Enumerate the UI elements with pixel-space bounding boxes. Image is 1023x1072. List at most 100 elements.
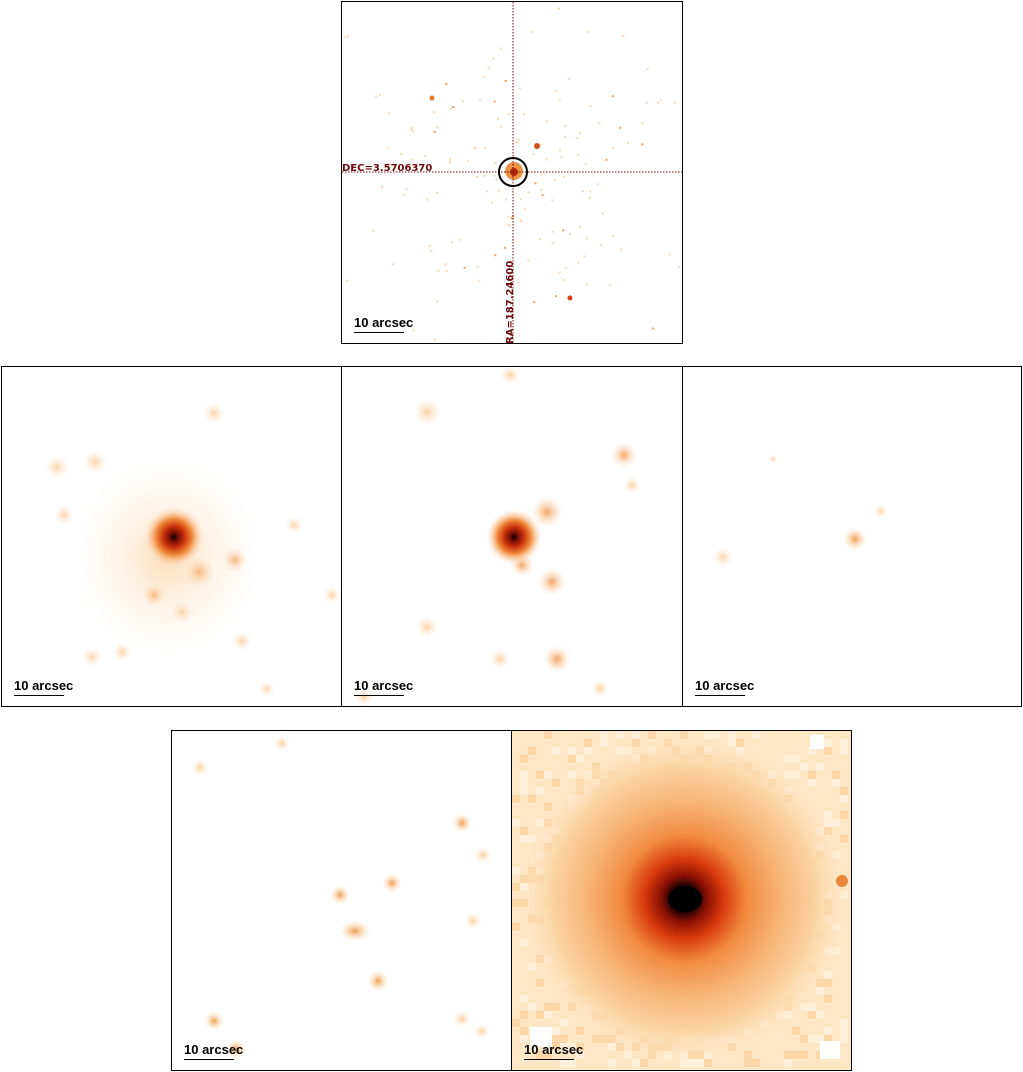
noise-pixel xyxy=(474,146,477,149)
noise-pixel xyxy=(491,201,494,204)
scale-bar-label: 10 arcsec xyxy=(524,1041,584,1057)
grid-pixel xyxy=(832,819,840,827)
noise-pixel xyxy=(558,98,561,101)
noise-pixel xyxy=(494,162,497,165)
grid-pixel xyxy=(752,731,760,739)
noise-pixel xyxy=(515,141,518,144)
noise-pixel xyxy=(540,143,542,146)
grid-pixel xyxy=(544,771,552,779)
noise-pixel xyxy=(412,130,414,133)
noise-pixel xyxy=(551,199,554,202)
noise-pixel xyxy=(579,132,582,134)
noise-pixel xyxy=(476,176,479,178)
grid-pixel xyxy=(512,867,520,875)
bottom-panel-1: 10 arcsec xyxy=(171,730,512,1071)
grid-pixel xyxy=(552,747,560,755)
noise-pixel xyxy=(612,235,615,238)
noise-pixel xyxy=(478,279,481,282)
scale-bar-label: 10 arcsec xyxy=(695,677,755,693)
noise-pixel xyxy=(510,217,513,220)
noise-pixel xyxy=(448,158,451,161)
noise-pixel xyxy=(611,147,614,150)
noise-pixel xyxy=(577,153,580,156)
grid-pixel xyxy=(616,731,624,739)
noise-pixel xyxy=(392,263,394,266)
grid-pixel xyxy=(824,1035,832,1043)
noise-pixel xyxy=(433,130,436,133)
grid-pixel xyxy=(520,787,528,795)
noise-pixel xyxy=(600,244,603,247)
grid-pixel xyxy=(824,1027,832,1035)
noise-pixel xyxy=(504,80,507,82)
grid-pixel xyxy=(824,979,832,987)
grid-pixel xyxy=(576,1043,584,1051)
noise-pixel xyxy=(507,113,510,116)
noise-pixel xyxy=(433,111,435,114)
noise-pixel xyxy=(467,160,470,163)
noise-pixel xyxy=(494,254,497,257)
noise-pixel xyxy=(487,67,490,70)
grid-pixel xyxy=(560,1059,568,1067)
noise-pixel xyxy=(507,215,510,218)
noise-pixel xyxy=(534,182,537,185)
noise-pixel xyxy=(555,90,558,92)
grid-pixel xyxy=(512,899,520,907)
grid-pixel xyxy=(840,787,848,795)
noise-pixel xyxy=(519,87,522,90)
noise-pixel xyxy=(433,338,436,341)
grid-pixel xyxy=(520,771,528,779)
scale-bar: 10 arcsec xyxy=(354,316,413,333)
grid-pixel xyxy=(536,979,544,987)
grid-pixel xyxy=(584,747,592,755)
noise-pixel xyxy=(611,95,614,98)
grid-pixel xyxy=(552,1003,560,1011)
top-raw-image xyxy=(342,2,682,343)
noise-pixel xyxy=(585,237,588,240)
grid-pixel xyxy=(552,1035,560,1043)
scale-bar-line xyxy=(184,1058,234,1060)
grid-pixel xyxy=(520,1027,528,1035)
noise-pixel xyxy=(609,284,612,287)
noise-pixel xyxy=(524,208,526,211)
noise-pixel xyxy=(558,271,561,274)
grid-pixel xyxy=(560,1019,568,1027)
noise-pixel xyxy=(641,122,644,125)
scale-bar-line xyxy=(524,1058,574,1060)
bottom-panel-2: 10 arcsec xyxy=(511,730,852,1071)
grid-pixel xyxy=(840,1035,848,1043)
grid-pixel xyxy=(784,1051,792,1059)
grid-pixel xyxy=(528,963,536,971)
noise-pixel xyxy=(562,175,565,178)
smoothed-image-3 xyxy=(713,454,888,567)
noise-pixel xyxy=(411,158,414,161)
grid-pixel xyxy=(752,1059,760,1067)
scale-bar-label: 10 arcsec xyxy=(184,1041,244,1057)
noise-pixel xyxy=(483,75,486,78)
smoothed-image-1 xyxy=(45,402,341,697)
noise-pixel xyxy=(620,248,622,251)
grid-pixel xyxy=(520,939,528,947)
smoothed-image-2 xyxy=(355,367,641,706)
grid-pixel xyxy=(824,747,832,755)
grid-pixel xyxy=(624,1051,632,1059)
grid-pixel xyxy=(600,731,608,739)
grid-pixel xyxy=(632,1059,640,1067)
noise-pixel xyxy=(557,7,560,10)
noise-pixel xyxy=(448,161,451,164)
noise-pixel xyxy=(451,241,453,244)
grid-pixel xyxy=(536,787,544,795)
grid-pixel xyxy=(816,763,824,771)
noise-pixel xyxy=(678,266,681,268)
scale-bar: 10 arcsec xyxy=(524,1041,584,1060)
noise-pixel xyxy=(387,146,390,149)
noise-pixel xyxy=(496,118,499,120)
noise-pixel xyxy=(588,196,591,199)
grid-pixel xyxy=(520,835,528,843)
grid-pixel xyxy=(544,1051,552,1059)
noise-pixel xyxy=(498,189,501,192)
grid-pixel xyxy=(824,995,832,1003)
noise-pixel xyxy=(524,174,527,177)
noise-pixel xyxy=(560,156,563,159)
grid-pixel xyxy=(512,819,520,827)
noise-pixel xyxy=(403,193,406,196)
